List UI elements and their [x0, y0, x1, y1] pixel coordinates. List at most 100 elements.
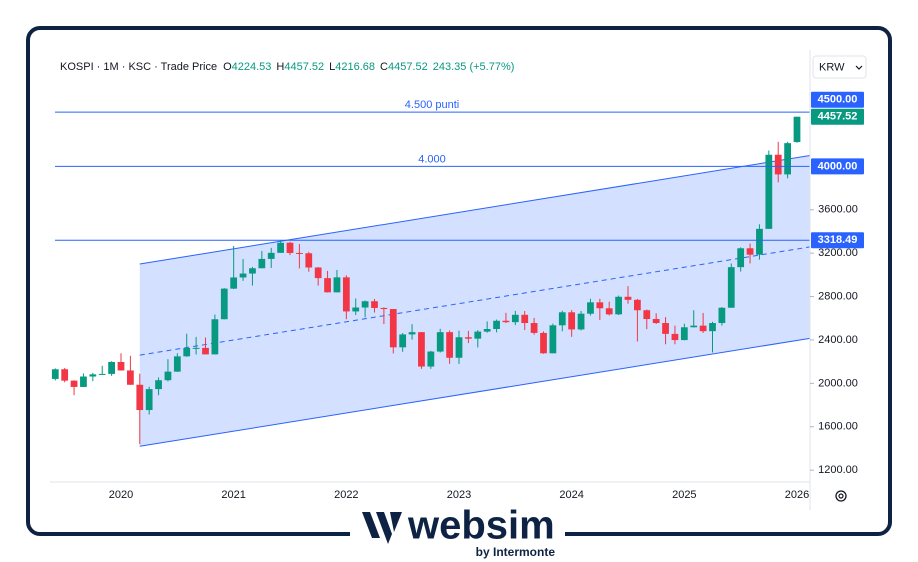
candle-body [511, 314, 519, 323]
candle-body [305, 253, 313, 268]
price-box [811, 158, 864, 175]
candle-body [793, 116, 801, 143]
candle-body [230, 277, 238, 289]
candle-body [408, 332, 416, 335]
candle-body [192, 347, 200, 349]
candle-body [474, 331, 482, 339]
symbol: KOSPI · 1M · KSC · Trade Price [60, 61, 217, 73]
ohlc-value: 4216.68 [335, 61, 375, 73]
candle-body [521, 314, 529, 324]
x-tick-label: 2021 [221, 489, 245, 501]
y-tick-label: 3200.00 [818, 247, 858, 259]
candle-body [652, 319, 660, 324]
candle-body [558, 312, 566, 326]
candle-body [136, 384, 144, 411]
settings-button[interactable] [835, 490, 847, 502]
level-text: 4.500 punti [405, 99, 459, 111]
ohlc-key: H [276, 61, 284, 73]
x-tick-label: 2024 [559, 489, 583, 501]
candle-body [80, 376, 87, 387]
candle-body [70, 380, 78, 387]
candle-body [51, 369, 59, 379]
candle-body [352, 307, 360, 312]
x-tick-label: 2023 [447, 489, 471, 501]
candle-body [249, 268, 256, 274]
price-box-label: 3318.49 [818, 234, 858, 246]
chevron [855, 65, 863, 70]
channel-fill [139, 155, 810, 447]
candle-body [577, 313, 585, 330]
candle-body [746, 248, 754, 255]
price-box [811, 232, 864, 249]
ohlc-value: 4457.52 [284, 61, 324, 73]
candle-body [164, 371, 172, 381]
candle-body [709, 323, 716, 332]
x-tick-label: 2022 [334, 489, 358, 501]
candle-body [389, 309, 397, 348]
candle-body [605, 308, 613, 315]
channel-lower [139, 337, 811, 447]
x-tick-label: 2020 [109, 489, 133, 501]
candle-body [324, 278, 331, 293]
candle-body [446, 332, 453, 358]
candle-body [371, 301, 378, 308]
currency[interactable]: KRW [819, 61, 845, 73]
ohlc-value: 4457.52 [388, 61, 428, 73]
x-tick-label: 2026 [785, 489, 809, 501]
candle-body [267, 252, 275, 259]
level-text: 4.000 [418, 153, 446, 165]
candle-body [587, 302, 594, 314]
candle-body [624, 296, 632, 300]
y-tick-label: 2000.00 [818, 377, 858, 389]
candle-body [540, 332, 547, 354]
candle-body [455, 337, 463, 358]
candle-body [108, 361, 115, 374]
candle-body [286, 242, 294, 253]
candle-body [634, 299, 641, 311]
candle-body [98, 373, 106, 375]
x-tick-label: 2025 [672, 489, 696, 501]
ohlc-key: C [380, 61, 388, 73]
candle-body [727, 267, 735, 308]
candle-body [465, 337, 472, 339]
candle-body [145, 389, 153, 411]
candle-body [314, 267, 322, 279]
candle-body [220, 288, 228, 320]
candle-body [718, 307, 726, 324]
candle-body [202, 347, 209, 355]
candle-body [173, 356, 181, 372]
price-box-label: 4500.00 [818, 94, 858, 106]
channel-upper [139, 155, 811, 265]
gear[interactable] [835, 490, 847, 502]
candle-body [427, 351, 435, 367]
candle-body [699, 325, 707, 332]
candle-body [568, 312, 576, 330]
candle-body [89, 374, 97, 377]
candle-body [380, 307, 388, 310]
candle-body [239, 273, 247, 278]
y-tick-label: 2400.00 [818, 334, 858, 346]
currency-select[interactable]: KRW [812, 55, 867, 79]
candle-body [211, 319, 219, 355]
logo-icon [362, 512, 402, 544]
candle-body [671, 333, 679, 341]
candle-body [784, 143, 791, 175]
candle-body [690, 325, 698, 328]
candle-body [296, 252, 303, 254]
candle-body [756, 228, 763, 255]
price-box-label: 4457.52 [818, 111, 858, 123]
candle-body [61, 369, 69, 381]
candle-body [549, 325, 557, 354]
candle-body [183, 347, 191, 357]
ohlc-change: 243.35 (+5.77%) [433, 61, 515, 73]
candle-body [493, 320, 500, 330]
candle-body [436, 332, 444, 352]
brand: websim [407, 504, 555, 548]
y-tick-label: 3600.00 [818, 204, 858, 216]
currency-box[interactable] [812, 55, 867, 79]
candle-body [277, 242, 284, 253]
candle-body [596, 302, 604, 309]
candle-body [774, 154, 782, 175]
ohlc-legend: KOSPI · 1M · KSC · Trade Price O 4224.53 H 4… [60, 61, 514, 73]
